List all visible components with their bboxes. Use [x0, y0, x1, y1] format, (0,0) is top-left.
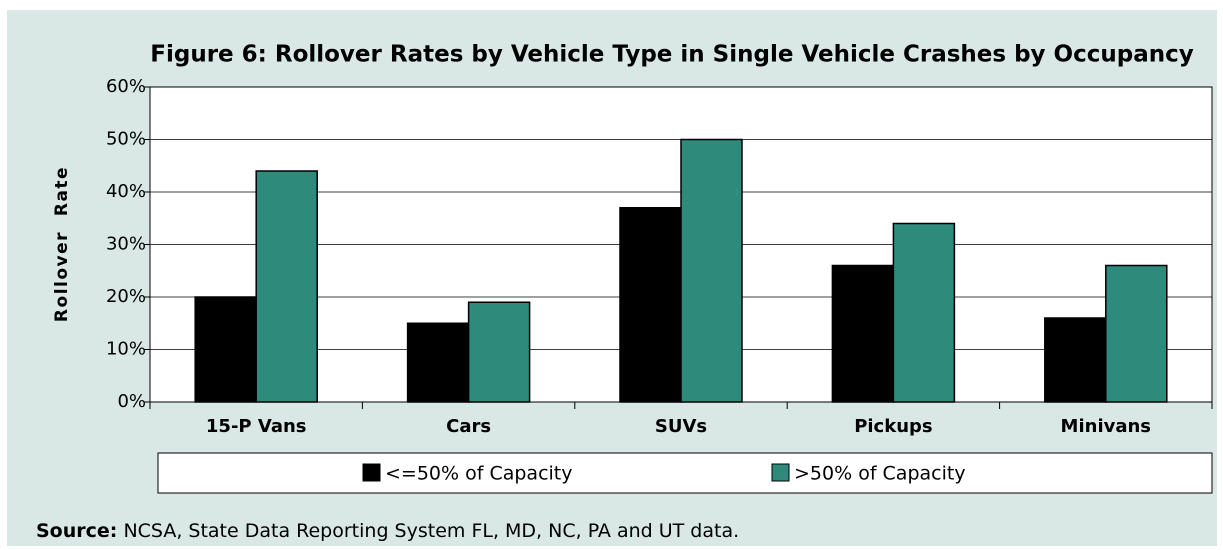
- bar: [1044, 317, 1107, 403]
- x-tick-label: Cars: [446, 416, 491, 437]
- bar: [194, 296, 257, 403]
- x-tick-label: Pickups: [854, 416, 932, 437]
- y-tick-label: 10%: [106, 339, 146, 360]
- bar: [892, 222, 956, 403]
- x-tick-label: 15-P Vans: [206, 416, 307, 437]
- source-label: Source:: [36, 520, 117, 542]
- y-axis-label: Rollover Rate: [52, 166, 72, 322]
- bar: [680, 138, 743, 403]
- chart-title: Figure 6: Rollover Rates by Vehicle Type…: [150, 42, 1193, 68]
- bar: [255, 170, 318, 403]
- bar: [831, 264, 895, 403]
- bar: [619, 207, 682, 403]
- bar: [406, 322, 470, 403]
- bar: [1105, 264, 1168, 403]
- y-tick-label: 20%: [106, 286, 146, 307]
- plot-border: [149, 86, 1213, 403]
- y-tick-label: 30%: [106, 234, 146, 255]
- y-tick-label: 50%: [106, 129, 146, 150]
- x-tick-label: SUVs: [655, 416, 707, 437]
- source-text: NCSA, State Data Reporting System FL, MD…: [123, 520, 739, 542]
- y-tick-label: 40%: [106, 181, 146, 202]
- legend-label: <=50% of Capacity: [385, 463, 573, 485]
- bar: [467, 301, 531, 403]
- legend: [157, 452, 1213, 494]
- legend-swatch: [771, 463, 790, 482]
- legend-swatch: [362, 463, 381, 482]
- y-tick-label: 0%: [117, 391, 146, 412]
- source: Source: NCSA, State Data Reporting Syste…: [36, 520, 739, 542]
- y-tick-label: 60%: [106, 76, 146, 97]
- x-tick-label: Minivans: [1061, 416, 1151, 437]
- legend-label: >50% of Capacity: [794, 463, 966, 485]
